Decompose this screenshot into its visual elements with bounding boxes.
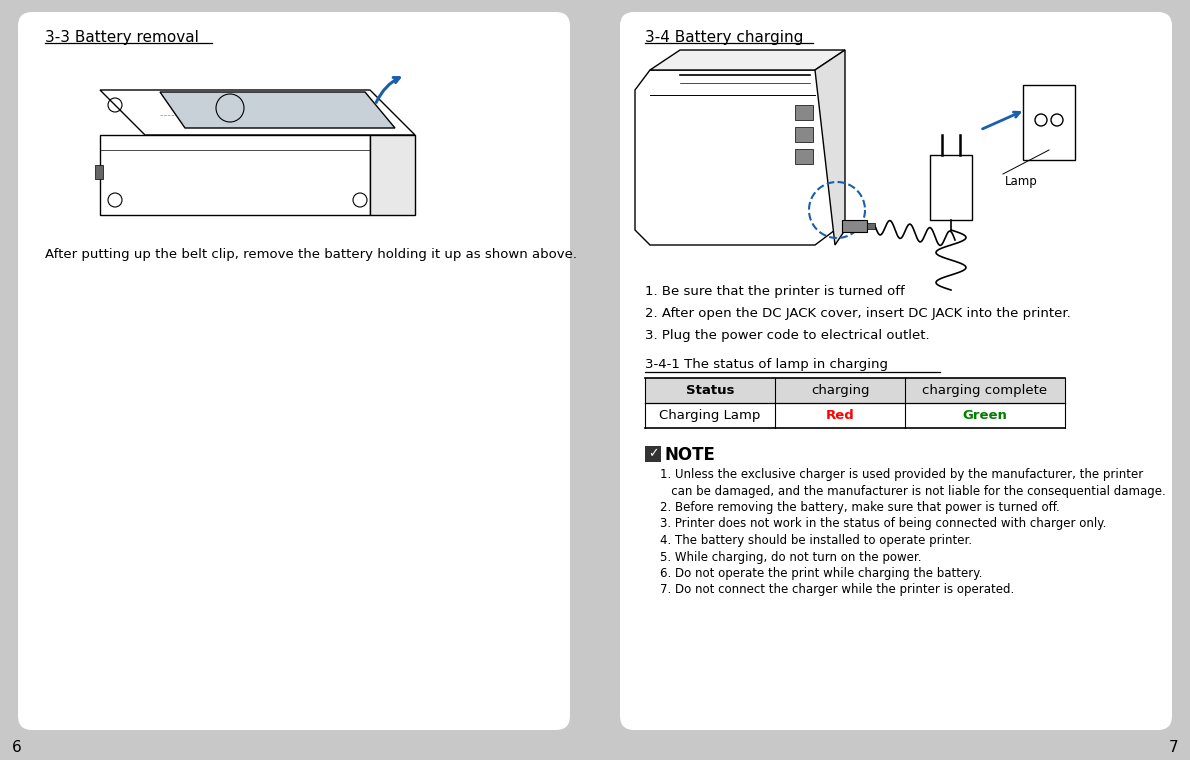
Bar [931,155,972,220]
Text: 3. Printer does not work in the status of being connected with charger only.: 3. Printer does not work in the status o… [660,518,1107,530]
Bar [1023,85,1075,160]
Bar [645,446,660,462]
Bar [795,127,813,142]
Bar [868,223,875,229]
Bar [95,165,104,179]
Text: After putting up the belt clip, remove the battery holding it up as shown above.: After putting up the belt clip, remove t… [45,248,577,261]
Text: Green: Green [963,409,1008,422]
Text: ✓: ✓ [647,448,658,461]
Text: 6: 6 [12,740,21,755]
Polygon shape [100,135,370,215]
Text: 3. Plug the power code to electrical outlet.: 3. Plug the power code to electrical out… [645,329,929,342]
Polygon shape [370,135,415,215]
Text: 7. Do not connect the charger while the printer is operated.: 7. Do not connect the charger while the … [660,584,1014,597]
Text: Red: Red [826,409,854,422]
Text: Charging Lamp: Charging Lamp [659,409,760,422]
Text: 7: 7 [1169,740,1178,755]
Polygon shape [815,50,845,245]
Text: 2. After open the DC JACK cover, insert DC JACK into the printer.: 2. After open the DC JACK cover, insert … [645,307,1071,320]
Text: 3-3 Battery removal: 3-3 Battery removal [45,30,199,45]
Text: 5. While charging, do not turn on the power.: 5. While charging, do not turn on the po… [660,550,921,563]
Bar [645,403,1065,428]
Bar [645,378,1065,403]
Polygon shape [100,90,415,135]
Bar [795,105,813,120]
Text: charging: charging [810,384,869,397]
Text: 3-4 Battery charging: 3-4 Battery charging [645,30,803,45]
FancyBboxPatch shape [620,12,1172,730]
Bar [795,149,813,164]
Text: 1. Be sure that the printer is turned off: 1. Be sure that the printer is turned of… [645,285,904,298]
Text: 6. Do not operate the print while charging the battery.: 6. Do not operate the print while chargi… [660,567,983,580]
Text: 1. Unless the exclusive charger is used provided by the manufacturer, the printe: 1. Unless the exclusive charger is used … [660,468,1144,481]
Text: 4. The battery should be installed to operate printer.: 4. The battery should be installed to op… [660,534,972,547]
Text: 3-4-1 The status of lamp in charging: 3-4-1 The status of lamp in charging [645,358,888,371]
Text: Status: Status [685,384,734,397]
Text: 2. Before removing the battery, make sure that power is turned off.: 2. Before removing the battery, make sur… [660,501,1060,514]
Bar [843,220,868,232]
Text: NOTE: NOTE [665,446,716,464]
Text: can be damaged, and the manufacturer is not liable for the consequential damage.: can be damaged, and the manufacturer is … [660,485,1166,498]
Polygon shape [635,70,835,245]
Text: charging complete: charging complete [922,384,1047,397]
Polygon shape [159,92,395,128]
Polygon shape [650,50,845,70]
FancyBboxPatch shape [18,12,570,730]
Text: Lamp: Lamp [1006,175,1038,188]
